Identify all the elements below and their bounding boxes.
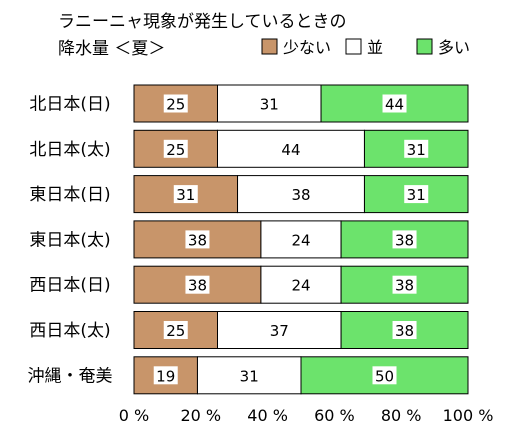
data-label: 25 xyxy=(166,141,185,159)
data-label-box xyxy=(163,139,188,158)
data-label-box xyxy=(153,366,178,385)
bar-segment xyxy=(340,220,469,259)
x-tick-label: 100 % xyxy=(443,406,494,425)
legend-swatch xyxy=(416,38,433,55)
data-label: 19 xyxy=(156,367,175,385)
data-label-box xyxy=(392,275,417,294)
data-label: 38 xyxy=(188,277,207,295)
data-label-box xyxy=(289,275,313,294)
data-label-box xyxy=(404,185,429,204)
category-label: 東日本(太) xyxy=(29,230,110,250)
data-label-box xyxy=(185,230,210,249)
data-label: 44 xyxy=(385,96,404,114)
x-tick-label: 40 % xyxy=(247,406,288,425)
data-label-box xyxy=(289,185,313,204)
data-label-box xyxy=(392,321,417,339)
bar-segment xyxy=(217,84,322,123)
data-label-box xyxy=(382,94,407,113)
legend: 少ない 並 多い xyxy=(261,38,470,57)
data-label-box xyxy=(278,139,303,158)
data-label: 38 xyxy=(291,186,310,204)
category-label: 西日本(日) xyxy=(29,276,110,296)
data-label: 38 xyxy=(395,322,414,340)
bars: 25 31 44 25 44 31 31 38 31 38 24 38 38 24 38 25 37 38 19 31… xyxy=(133,84,469,395)
x-axis-ticks: 0 % 20 % 40 % 60 % 80 % 100 % xyxy=(119,406,494,425)
data-label: 50 xyxy=(375,367,394,385)
x-tick-label: 80 % xyxy=(381,406,422,425)
data-label-box xyxy=(289,230,313,249)
data-label-box xyxy=(257,94,282,113)
x-tick-label: 20 % xyxy=(180,406,221,425)
data-label: 31 xyxy=(176,186,195,204)
legend-swatch xyxy=(345,38,362,55)
data-label: 24 xyxy=(291,277,310,295)
category-label: 沖縄・奄美 xyxy=(28,366,113,386)
data-label-box xyxy=(163,94,188,113)
data-label-box xyxy=(173,185,198,204)
data-label: 25 xyxy=(166,96,185,114)
bar-segment xyxy=(340,265,469,304)
data-label: 38 xyxy=(395,231,414,249)
data-label: 31 xyxy=(240,367,259,385)
x-tick-label: 60 % xyxy=(314,406,355,425)
data-label-box xyxy=(404,139,429,158)
data-label: 25 xyxy=(166,322,185,340)
data-label-box xyxy=(372,366,397,385)
data-label-box xyxy=(185,275,210,294)
data-label: 31 xyxy=(260,96,279,114)
legend-label: 並 xyxy=(367,38,383,57)
chart-title-line2: 降水量 ＜夏＞ xyxy=(58,39,165,59)
data-label: 44 xyxy=(281,141,300,159)
legend-label: 多い xyxy=(438,38,470,57)
data-label: 38 xyxy=(395,277,414,295)
data-label-box xyxy=(237,366,262,385)
data-label: 24 xyxy=(291,231,310,249)
category-label: 北日本(日) xyxy=(29,95,110,115)
data-label-box xyxy=(267,321,292,339)
y-axis-labels: 北日本(日) 北日本(太) 東日本(日) 東日本(太) 西日本(日) 西日本(太) 沖縄・奄… xyxy=(28,95,113,387)
data-label: 37 xyxy=(270,322,289,340)
data-label-box xyxy=(163,321,188,339)
legend-swatch xyxy=(261,38,278,55)
data-label: 38 xyxy=(188,231,207,249)
data-label: 31 xyxy=(407,186,426,204)
category-label: 北日本(太) xyxy=(29,140,110,160)
chart-title-line1: ラニーニャ現象が発生しているときの xyxy=(58,12,347,32)
legend-label: 少ない xyxy=(283,38,331,57)
category-label: 東日本(日) xyxy=(29,185,110,205)
data-label: 31 xyxy=(407,141,426,159)
category-label: 西日本(太) xyxy=(29,321,110,341)
x-tick-label: 0 % xyxy=(119,406,149,425)
data-label-box xyxy=(392,230,417,249)
